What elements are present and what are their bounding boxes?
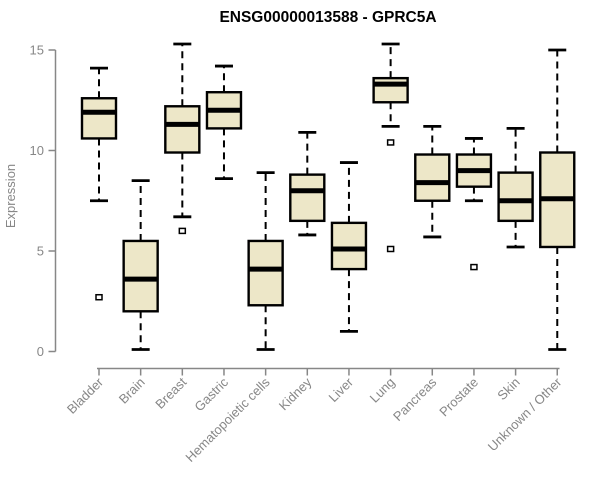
x-tick-label-lung: Lung bbox=[367, 375, 398, 406]
box-skin bbox=[497, 126, 534, 249]
box-breast bbox=[164, 42, 201, 235]
box-unknown-other bbox=[539, 48, 576, 351]
x-tick-label-kidney: Kidney bbox=[276, 374, 315, 413]
box-kidney bbox=[289, 131, 326, 237]
x-tick-label-pancreas: Pancreas bbox=[390, 374, 440, 424]
x-tick-label-skin: Skin bbox=[494, 375, 522, 403]
box-hematopoietic-cells bbox=[247, 171, 284, 351]
outlier-point bbox=[386, 139, 395, 146]
y-tick-label: 5 bbox=[37, 244, 44, 259]
y-tick-label: 10 bbox=[30, 143, 44, 158]
y-tick-label: 0 bbox=[37, 344, 44, 359]
x-tick-label-brain: Brain bbox=[116, 375, 148, 407]
outlier-point bbox=[95, 293, 103, 301]
x-tick-label-unknown-other: Unknown / Other bbox=[485, 374, 565, 454]
iqr-box bbox=[164, 105, 201, 154]
iqr-box bbox=[289, 173, 326, 223]
x-tick-label-bladder: Bladder bbox=[64, 374, 107, 417]
iqr-box bbox=[330, 221, 368, 271]
box-brain bbox=[122, 179, 159, 351]
box-bladder bbox=[80, 66, 118, 301]
outlier-point bbox=[386, 245, 395, 253]
iqr-box bbox=[414, 153, 451, 202]
y-axis-title: Expression bbox=[3, 164, 18, 228]
y-tick-label: 15 bbox=[30, 43, 44, 58]
box-liver bbox=[330, 161, 368, 333]
chart-title: ENSG00000013588 - GPRC5A bbox=[219, 9, 436, 26]
outlier-point bbox=[470, 263, 478, 271]
x-tick-label-prostate: Prostate bbox=[436, 375, 481, 420]
iqr-box bbox=[80, 97, 118, 140]
boxes-layer bbox=[80, 42, 576, 351]
box-pancreas bbox=[414, 124, 451, 239]
box-prostate bbox=[455, 137, 493, 271]
iqr-box bbox=[122, 239, 159, 313]
box-gastric bbox=[205, 64, 243, 181]
x-tick-label-gastric: Gastric bbox=[191, 374, 231, 414]
x-tick-label-liver: Liver bbox=[326, 374, 357, 405]
iqr-box bbox=[247, 239, 284, 307]
iqr-box bbox=[497, 171, 534, 223]
box-lung bbox=[372, 42, 409, 253]
outlier-point bbox=[178, 227, 187, 235]
x-tick-label-breast: Breast bbox=[152, 374, 189, 411]
